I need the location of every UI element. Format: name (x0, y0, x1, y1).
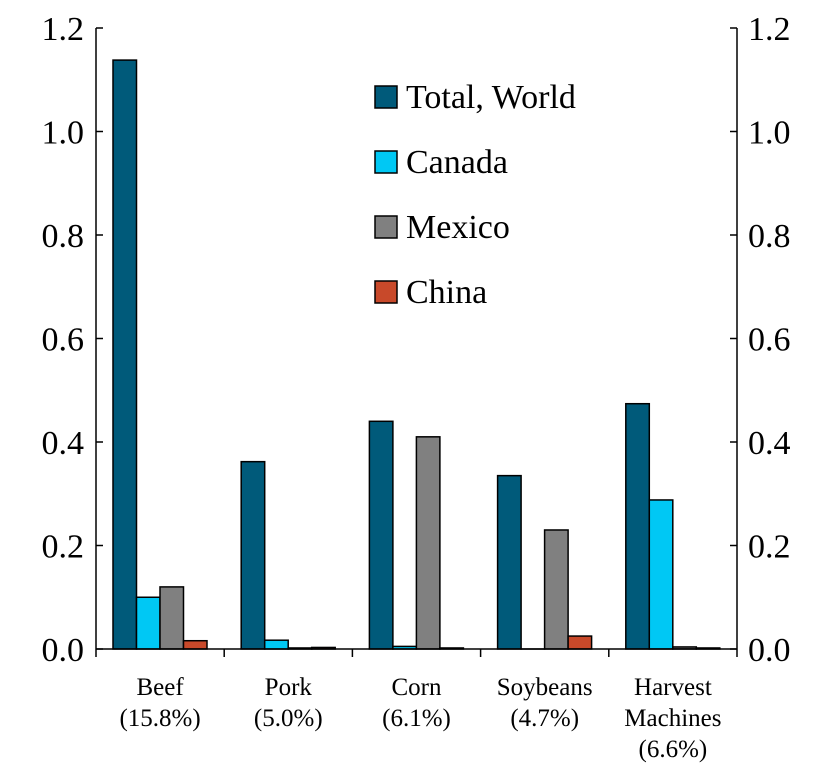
x-category-label-4-1: Machines (624, 705, 721, 732)
x-category-label-1-0: Pork (265, 674, 313, 701)
legend-swatch-china (374, 280, 398, 304)
x-category-label-0-1: (15.8%) (119, 705, 200, 732)
bar-mexico-3 (543, 529, 569, 650)
bar-mexico-2 (415, 436, 441, 650)
x-category-label-2-0: Corn (392, 674, 443, 701)
x-category-label-0-0: Beef (136, 674, 184, 701)
bar-total-world-4 (625, 402, 651, 650)
y-tick-label-left-6: 1.2 (42, 11, 85, 48)
y-tick-label-left-5: 1.0 (42, 115, 85, 152)
bar-canada-4 (648, 499, 674, 650)
y-tick-label-right-1: 0.2 (748, 529, 791, 566)
bar-canada-1 (263, 639, 289, 650)
bar-canada-0 (135, 596, 161, 650)
x-category-label-2-1: (6.1%) (382, 705, 451, 732)
axes-group: 0.0 0.0 0.2 0.2 0.4 0.4 0.6 0.6 0.8 0.8 1.0 1.0 1.2 1… (42, 11, 791, 763)
y-tick-label-right-2: 0.4 (748, 425, 791, 462)
y-tick-label-left-0: 0.0 (42, 632, 85, 669)
y-tick-label-left-4: 0.8 (42, 218, 85, 255)
legend-label-total-world: Total, World (406, 79, 576, 116)
y-tick-label-left-3: 0.6 (42, 322, 85, 359)
bar-china-0 (182, 639, 208, 650)
x-category-label-4-2: (6.6%) (639, 736, 708, 763)
legend: Total, World Canada Mexico China (374, 79, 576, 311)
y-tick-label-right-4: 0.8 (748, 218, 791, 255)
y-tick-label-right-0: 0.0 (748, 632, 791, 669)
bar-total-world-1 (240, 460, 266, 650)
bar-total-world-0 (112, 59, 138, 650)
y-tick-label-left-2: 0.4 (42, 425, 85, 462)
legend-swatch-mexico (374, 215, 398, 239)
bar-mexico-0 (159, 586, 185, 650)
x-category-label-3-0: Soybeans (497, 674, 593, 701)
legend-swatch-total-world (374, 85, 398, 109)
bars-group (112, 59, 721, 650)
bar-total-world-2 (368, 420, 394, 650)
legend-label-canada: Canada (406, 144, 508, 181)
y-tick-label-right-6: 1.2 (748, 11, 791, 48)
y-tick-label-left-1: 0.2 (42, 529, 85, 566)
y-tick-label-right-3: 0.6 (748, 322, 791, 359)
bar-china-3 (567, 635, 593, 650)
x-category-label-3-1: (4.7%) (510, 705, 579, 732)
legend-label-mexico: Mexico (406, 209, 510, 246)
x-category-label-4-0: Harvest (634, 674, 712, 701)
y-tick-label-right-5: 1.0 (748, 115, 791, 152)
bar-total-world-3 (496, 474, 522, 650)
x-category-label-1-1: (5.0%) (254, 705, 323, 732)
legend-swatch-canada (374, 150, 398, 174)
legend-label-china: China (406, 274, 487, 311)
